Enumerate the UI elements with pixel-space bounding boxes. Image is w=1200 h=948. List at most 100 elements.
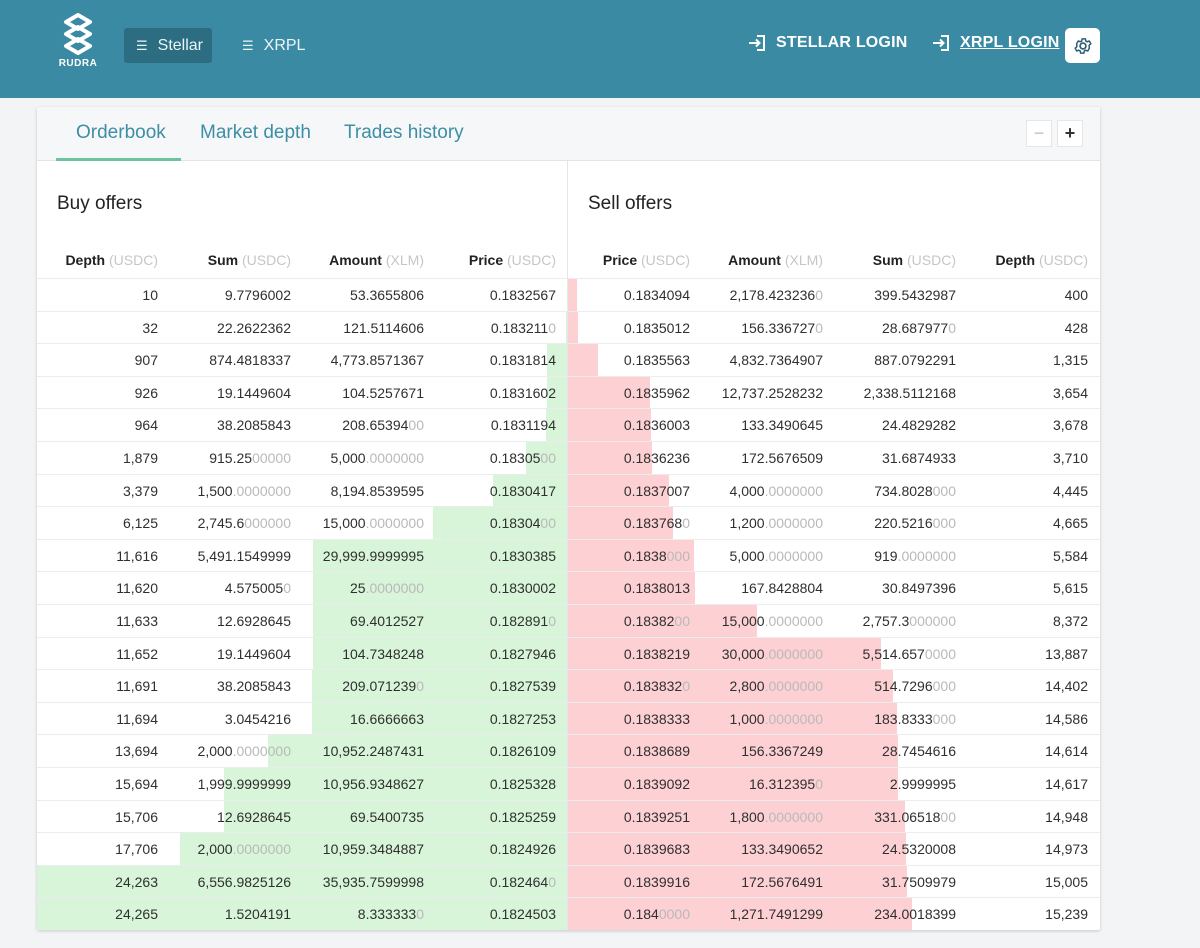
buy-offer-row[interactable]: 15,706 12.6928645 69.5400735 0.1825259 [37, 799, 567, 833]
tab-market-depth[interactable]: Market depth [200, 122, 311, 143]
sell-offer-row[interactable]: 0.1838219 30,000.0000000 5,514.6570000 13,8… [568, 636, 1100, 670]
zoom-in-button[interactable]: + [1057, 120, 1083, 147]
value-trailing-zeros: 000 [932, 515, 956, 532]
value-trailing-zeros: .0000000 [764, 547, 823, 564]
sell-offer-row[interactable]: 0.1838013 167.8428804 30.8497396 5,615 [568, 571, 1100, 604]
buy-offer-row[interactable]: 17,706 2,000.0000000 10,959.3484887 0.18249… [37, 832, 567, 865]
sell-depth-cell: 13,887 [1045, 645, 1088, 662]
buy-offer-row[interactable]: 11,633 12.6928645 69.4012527 0.1828910 [37, 603, 567, 637]
sell-price-cell: 0.1838320 [624, 678, 690, 694]
buy-sum-cell: 1,999.9999999 [198, 776, 291, 792]
tab-orderbook[interactable]: Orderbook [76, 122, 166, 143]
settings-button[interactable] [1065, 28, 1100, 63]
buy-header-amount[interactable]: Amount (XLM) [329, 252, 424, 268]
buy-offer-row[interactable]: 11,652 19.1449604 104.7348248 0.1827946 [37, 636, 567, 670]
sell-offer-row[interactable]: 0.1839092 16.3123950 2.9999995 14,617 [568, 766, 1100, 800]
stellar-login-button[interactable]: STELLAR LOGIN [748, 34, 907, 52]
sell-offer-row[interactable]: 0.1838000 5,000.0000000 919.0000000 5,584 [568, 538, 1100, 572]
buy-offer-row[interactable]: 907 874.4818337 4,773.8571367 0.1831814 [37, 343, 567, 376]
value-significant: 10,959.3484887 [322, 841, 424, 858]
buy-sum-cell: 2,000.0000000 [198, 841, 291, 857]
buy-depth-bar [224, 800, 567, 833]
sell-offer-row[interactable]: 0.1838320 2,800.0000000 514.7296000 14,402 [568, 669, 1100, 702]
value-significant: 69.5400735 [350, 808, 424, 825]
sell-offer-row[interactable]: 0.1834094 2,178.4232360 399.5432987 400 [568, 278, 1100, 311]
sell-offer-row[interactable]: 0.1835563 4,832.7364907 887.0792291 1,315 [568, 343, 1100, 376]
tab-trades-history[interactable]: Trades history [344, 122, 464, 143]
buy-offer-row[interactable]: 11,691 38.2085843 209.0712390 0.1827539 [37, 669, 567, 702]
sell-offer-row[interactable]: 0.1835962 12,737.2528232 2,338.5112168 3,65… [568, 375, 1100, 409]
value-significant: 915.25 [209, 449, 253, 466]
buy-offer-row[interactable]: 13,694 2,000.0000000 10,952.2487431 0.18261… [37, 734, 567, 767]
buy-offer-row[interactable]: 10 9.7796002 53.3655806 0.1832567 [37, 278, 567, 311]
buy-offer-row[interactable]: 11,694 3.0454216 16.6666663 0.1827253 [37, 701, 567, 735]
value-significant: 2,757.3 [862, 612, 910, 629]
sell-header-depth[interactable]: Depth (USDC) [995, 252, 1088, 268]
value-significant: 8.333333 [357, 906, 417, 923]
sell-offer-row[interactable]: 0.1839683 133.3490652 24.5320008 14,973 [568, 832, 1100, 865]
buy-depth-cell: 15,706 [115, 808, 158, 825]
zoom-out-button[interactable]: − [1026, 120, 1052, 147]
buy-offer-row[interactable]: 3,379 1,500.0000000 8,194.8539595 0.1830417 [37, 473, 567, 507]
value-significant: 31.6874933 [882, 449, 956, 466]
buy-sum-cell: 6,556.9825126 [198, 874, 291, 890]
value-significant: 1,999.9999999 [197, 775, 291, 792]
buy-offer-row[interactable]: 24,265 1.5204191 8.3333330 0.1824503 [37, 897, 567, 930]
value-significant: 0.1827539 [489, 678, 556, 695]
value-significant: 208.65394 [342, 417, 409, 434]
header-unit: (XLM) [784, 252, 823, 268]
sell-offer-row[interactable]: 0.1836003 133.3490645 24.4829282 3,678 [568, 408, 1100, 441]
buy-offer-row[interactable]: 6,125 2,745.6000000 15,000.0000000 0.183040… [37, 506, 567, 539]
sell-offer-row[interactable]: 0.1836236 172.5676509 31.6874933 3,710 [568, 440, 1100, 474]
value-significant: 4.575005 [224, 580, 284, 597]
sell-offer-row[interactable]: 0.1835012 156.3367270 28.6879770 428 [568, 310, 1100, 344]
sell-offer-row[interactable]: 0.1837680 1,200.0000000 220.5216000 4,665 [568, 506, 1100, 539]
buy-offer-row[interactable]: 964 38.2085843 208.6539400 0.1831194 [37, 408, 567, 441]
buy-offer-row[interactable]: 11,620 4.5750050 25.0000000 0.1830002 [37, 571, 567, 604]
buy-price-cell: 0.1827946 [490, 646, 556, 662]
buy-amount-cell: 25.0000000 [350, 580, 424, 596]
buy-header-sum[interactable]: Sum (USDC) [208, 252, 291, 268]
buy-header-depth[interactable]: Depth (USDC) [65, 252, 158, 268]
value-significant: 12,737.2528232 [721, 384, 823, 401]
gear-icon [1073, 37, 1092, 54]
buy-offer-row[interactable]: 24,263 6,556.9825126 35,935.7599998 0.18246… [37, 864, 567, 898]
header-unit: (USDC) [641, 252, 690, 268]
sell-offer-row[interactable]: 0.1837007 4,000.0000000 734.8028000 4,445 [568, 473, 1100, 507]
sell-header-price[interactable]: Price (USDC) [603, 252, 690, 268]
sell-header-amount[interactable]: Amount (XLM) [728, 252, 823, 268]
xrpl-login-button[interactable]: XRPL LOGIN [932, 34, 1060, 52]
buy-offer-row[interactable]: 926 19.1449604 104.5257671 0.1831602 [37, 375, 567, 409]
buy-amount-cell: 121.5114606 [343, 320, 424, 336]
sell-offer-row[interactable]: 0.1838200 15,000.0000000 2,757.3000000 8,37… [568, 603, 1100, 637]
value-significant: 24.4829282 [882, 417, 956, 434]
sell-depth-cell: 14,614 [1045, 743, 1088, 760]
value-significant: 5,000 [330, 449, 366, 466]
sell-depth-bar [568, 539, 695, 572]
sell-offer-row[interactable]: 0.1839251 1,800.0000000 331.0651800 14,948 [568, 799, 1100, 833]
buy-sum-cell: 2,745.6000000 [198, 515, 291, 531]
network-xrpl-button[interactable]: ☰ XRPL [230, 28, 310, 63]
value-trailing-zeros: 00 [540, 449, 556, 466]
sell-depth-bar [568, 572, 695, 604]
sell-offer-row[interactable]: 0.1840000 1,271.7491299 234.0018399 15,239 [568, 897, 1100, 930]
rudra-logo[interactable]: RUDRA [56, 12, 100, 84]
buy-offer-row[interactable]: 11,616 5,491.1549999 29,999.9999995 0.18303… [37, 538, 567, 572]
value-significant: 5,000 [729, 547, 765, 564]
buy-offer-row[interactable]: 15,694 1,999.9999999 10,956.9348627 0.18253… [37, 766, 567, 800]
buy-offer-row[interactable]: 32 22.2622362 121.5114606 0.1832110 [37, 310, 567, 344]
buy-price-cell: 0.1832567 [490, 287, 556, 303]
sell-offer-row[interactable]: 0.1838689 156.3367249 28.7454616 14,614 [568, 734, 1100, 767]
buy-header-price[interactable]: Price (USDC) [469, 252, 556, 268]
value-trailing-zeros: 0 [682, 515, 690, 532]
sell-price-cell: 0.1835962 [624, 385, 690, 401]
network-stellar-button[interactable]: ☰ Stellar [124, 28, 212, 63]
sell-header-sum[interactable]: Sum (USDC) [873, 252, 956, 268]
sell-offer-row[interactable]: 0.1839916 172.5676491 31.7509979 15,005 [568, 864, 1100, 898]
rudra-logo-icon [64, 13, 92, 55]
sell-depth-cell: 14,402 [1045, 678, 1088, 695]
sell-price-cell: 0.1840000 [624, 906, 690, 922]
value-significant: 133.3490645 [741, 417, 823, 434]
buy-offer-row[interactable]: 1,879 915.2500000 5,000.0000000 0.1830500 [37, 440, 567, 474]
sell-offer-row[interactable]: 0.1838333 1,000.0000000 183.8333000 14,586 [568, 701, 1100, 735]
